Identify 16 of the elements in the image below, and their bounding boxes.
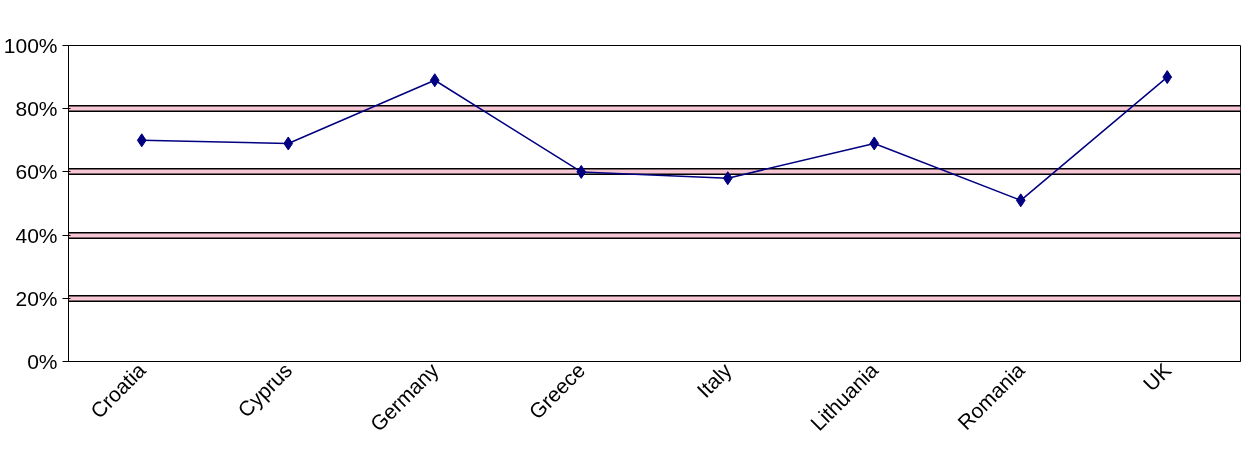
- y-tick-label: 40%: [15, 223, 58, 247]
- point: [429, 73, 440, 88]
- point: [136, 133, 147, 148]
- y-tick-label: 80%: [15, 97, 58, 121]
- point: [576, 164, 587, 179]
- point: [722, 171, 733, 186]
- y-tick-label: 100%: [3, 34, 58, 57]
- x-tick-label: UK: [1138, 358, 1176, 396]
- point: [1162, 70, 1173, 85]
- point: [869, 136, 880, 151]
- x-tick-label: Italy: [692, 358, 737, 402]
- point: [1015, 193, 1026, 208]
- point: [283, 136, 294, 151]
- y-tick-label: 0%: [27, 350, 58, 373]
- y-tick-label: 20%: [15, 286, 58, 310]
- y-tick-label: 60%: [15, 160, 58, 184]
